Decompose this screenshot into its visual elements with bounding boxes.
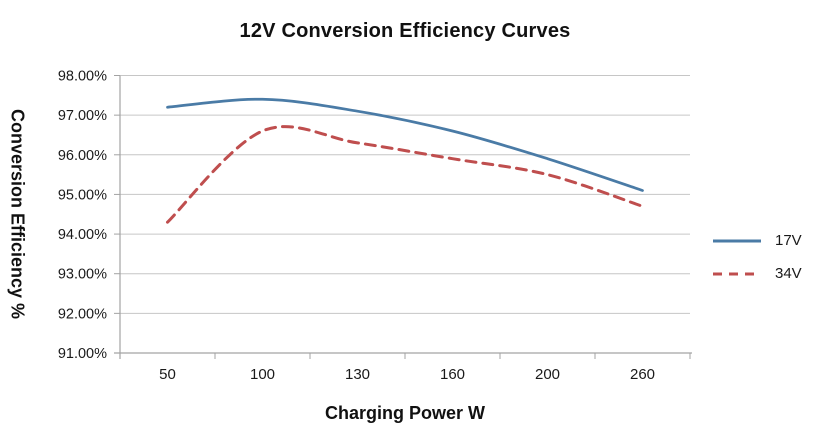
legend-item-34v: 34V: [712, 257, 802, 290]
legend-label-34v: 34V: [775, 265, 802, 282]
x-axis-title: Charging Power W: [324, 403, 485, 423]
chart-title: 12V Conversion Efficiency Curves: [239, 20, 571, 42]
x-tick-label: 260: [630, 366, 655, 383]
y-axis-title: Conversion Efficiency %: [7, 108, 28, 320]
y-tick-label: 92.00%: [58, 306, 107, 322]
y-tick-label: 96.00%: [58, 148, 107, 164]
x-tick-label: 100: [250, 366, 275, 383]
y-tick-label: 97.00%: [58, 108, 107, 124]
y-tick-label: 98.00%: [58, 69, 107, 85]
legend-item-17v: 17V: [712, 224, 802, 257]
y-tick-label: 94.00%: [58, 227, 107, 243]
x-tick-label: 130: [345, 366, 370, 383]
legend: 17V 34V: [712, 224, 802, 290]
x-tick-label: 160: [440, 366, 465, 383]
y-tick-label: 91.00%: [58, 346, 107, 362]
series-line-17v: [166, 97, 644, 192]
series-line-34v: [166, 125, 644, 224]
x-tick-label: 50: [159, 366, 176, 383]
x-tick-label: 200: [535, 366, 560, 383]
legend-label-17v: 17V: [775, 232, 802, 249]
y-tick-label: 95.00%: [58, 187, 107, 203]
series-17v-line-swatch: [713, 239, 761, 242]
y-tick-label: 93.00%: [58, 267, 107, 283]
series-34v-line-swatch: [713, 272, 761, 275]
